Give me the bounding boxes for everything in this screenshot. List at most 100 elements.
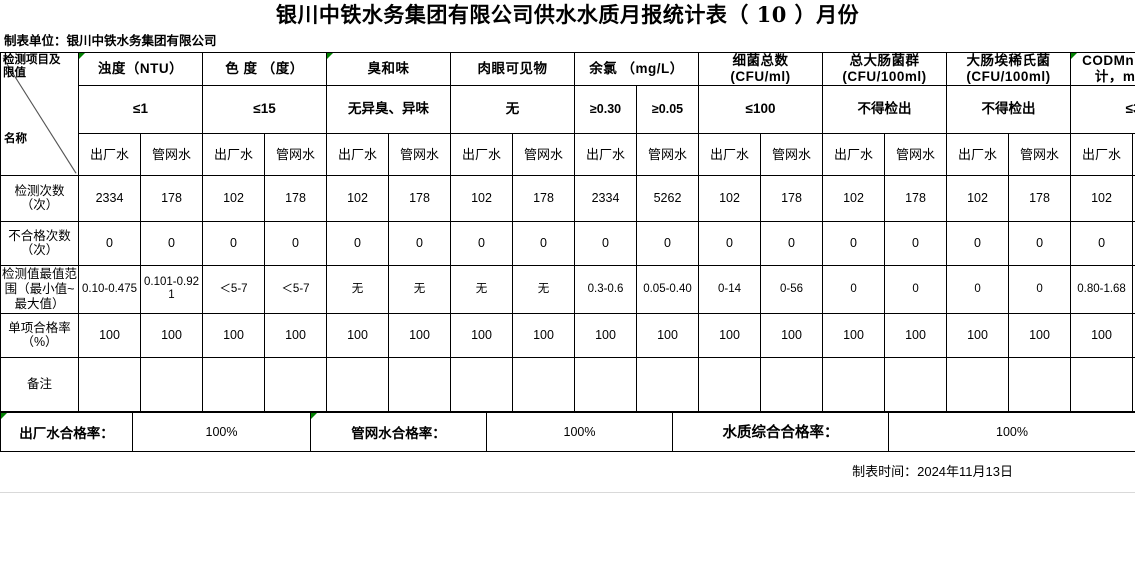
summary-value-network-pass-rate: 100% [486,411,673,452]
cell-test-count-10: 102 [698,174,762,222]
cell-value-range-11: 0-56 [760,264,824,314]
cell-pass-rate-9: 100 [636,312,700,358]
cell-value-range-5: 无 [388,264,452,314]
subcol-coliform-factory: 出厂水 [822,132,886,176]
cell-pass-rate-13: 100 [884,312,948,358]
cell-pass-rate-6: 100 [450,312,514,358]
cell-fail-count-6: 0 [450,220,514,266]
cell-pass-rate-2: 100 [202,312,265,358]
table-row: 备注 [0,356,1135,412]
col-group-visible-matter: 肉眼可见物 [450,52,576,86]
cell-fail-count-5: 0 [388,220,452,266]
cell-value-range-7: 无 [512,264,576,314]
header-sub-row: 出厂水 管网水 出厂水 管网水 出厂水 管网水 出厂水 管网水 出厂水 管网水 … [1,132,1135,176]
comment-marker-icon [1071,53,1078,59]
subcol-chroma-network: 管网水 [263,132,328,176]
subcol-chlorine-network: 管网水 [636,132,700,176]
col-group-ecoli-line2: (CFU/100ml) [966,68,1051,84]
page-title: 银川中铁水务集团有限公司供水水质月报统计表（ 10 ）月份 [275,2,860,27]
subcol-odor-network: 管网水 [388,132,452,176]
cell-pass-rate-11: 100 [760,312,824,358]
col-group-total-bacteria: 细菌总数 (CFU/ml) [698,52,824,86]
cell-test-count-4: 102 [326,174,390,222]
limit-visible-matter: 无 [450,84,576,134]
water-quality-table: 检测项目及限值 名称 浊度（NTU） 色 度 （度） 臭和味 肉眼可见物 [0,52,1135,412]
subcol-odor-factory: 出厂水 [326,132,390,176]
limit-turbidity: ≤1 [78,84,203,134]
col-group-chroma-label: 色 度 （度） [225,60,304,76]
col-group-codmn-line2: 计，mg/L） [1094,68,1135,84]
cell-test-count-1: 178 [140,174,203,222]
cell-pass-rate-7: 100 [512,312,576,358]
col-group-turbidity: 浊度（NTU） [78,52,203,86]
cell-pass-rate-12: 100 [822,312,886,358]
cell-fail-count-3: 0 [263,220,328,266]
summary-value-factory-pass-rate: 100% [132,411,311,452]
col-group-turbidity-label: 浊度（NTU） [97,60,184,76]
cell-remarks-11 [760,356,824,412]
cell-test-count-15: 178 [1008,174,1072,222]
cell-value-range-15: 0 [1008,264,1072,314]
table-row: 检测值最值范围（最小值~最大值） 0.10-0.475 0.101-0.921 … [0,264,1135,314]
cell-value-range-12: 0 [822,264,886,314]
col-group-ecoli-line1: 大肠埃稀氏菌 [966,53,1051,68]
subcol-codmn-factory: 出厂水 [1070,132,1134,176]
cell-test-count-5: 178 [388,174,452,222]
table-row: 单项合格率（%） 100 100 100 100 100 100 100 100… [0,312,1135,358]
comment-marker-icon [327,53,334,59]
cell-fail-count-12: 0 [822,220,886,266]
report-unit-label: 制表单位：银川中铁水务集团有限公司 [4,33,217,48]
cell-remarks-16 [1070,356,1134,412]
cell-test-count-14: 102 [946,174,1010,222]
cell-test-count-12: 102 [822,174,886,222]
subcol-coliform-network: 管网水 [884,132,948,176]
col-group-residual-chlorine: 余氯 （mg/L） [574,52,700,86]
col-group-residual-chlorine-label: 余氯 （mg/L） [589,60,684,76]
cell-value-range-13: 0 [884,264,948,314]
limit-codmn: ≤3 [1070,84,1135,134]
cell-test-count-9: 5262 [636,174,700,222]
cell-fail-count-8: 0 [574,220,638,266]
subcol-turbidity-factory: 出厂水 [78,132,141,176]
cell-pass-rate-3: 100 [263,312,328,358]
subcol-turbidity-network: 管网水 [140,132,203,176]
cell-value-range-6: 无 [450,264,514,314]
cell-fail-count-14: 0 [946,220,1010,266]
cell-remarks-1 [140,356,203,412]
cell-value-range-9: 0.05-0.40 [636,264,700,314]
limit-residual-chlorine-network: ≥0.05 [636,84,700,134]
cell-value-range-0: 0.10-0.475 [78,264,141,314]
cell-test-count-11: 178 [760,174,824,222]
cell-remarks-0 [78,356,141,412]
corner-top-label: 检测项目及限值 [3,54,61,80]
col-group-chroma: 色 度 （度） [201,52,328,86]
subcol-visible-network: 管网水 [512,132,576,176]
cell-fail-count-10: 0 [698,220,762,266]
cell-remarks-3 [263,356,328,412]
cell-pass-rate-15: 100 [1008,312,1072,358]
cell-pass-rate-8: 100 [574,312,638,358]
cell-fail-count-1: 0 [140,220,203,266]
cell-remarks-2 [202,356,265,412]
cell-pass-rate-4: 100 [326,312,390,358]
cell-test-count-3: 178 [263,174,328,222]
summary-label-overall-pass-rate: 水质综合合格率： [672,411,889,452]
subcol-bacteria-network: 管网水 [760,132,824,176]
cell-value-range-16: 0.80-1.68 [1070,264,1134,314]
col-group-total-bacteria-line1: 细菌总数 [732,53,789,68]
summary-table: 出厂水合格率： 100% 管网水合格率： 100% 水质综合合格率： 100% [0,411,1135,452]
header-group-row: 检测项目及限值 名称 浊度（NTU） 色 度 （度） 臭和味 肉眼可见物 [0,52,1135,176]
col-group-codmn: CODMn （以O₂ 计，mg/L） [1070,52,1135,86]
cell-test-count-0: 2334 [78,174,141,222]
col-group-total-coliform: 总大肠菌群 (CFU/100ml) [822,52,948,86]
cell-test-count-16: 102 [1070,174,1134,222]
cell-fail-count-9: 0 [636,220,700,266]
cell-value-range-8: 0.3-0.6 [574,264,638,314]
cell-remarks-13 [884,356,948,412]
row-label-pass-rate: 单项合格率（%） [0,312,79,358]
col-group-odor-taste-label: 臭和味 [367,60,410,76]
cell-fail-count-15: 0 [1008,220,1072,266]
cell-fail-count-13: 0 [884,220,948,266]
comment-marker-icon [311,413,317,419]
subcol-ecoli-factory: 出厂水 [946,132,1010,176]
